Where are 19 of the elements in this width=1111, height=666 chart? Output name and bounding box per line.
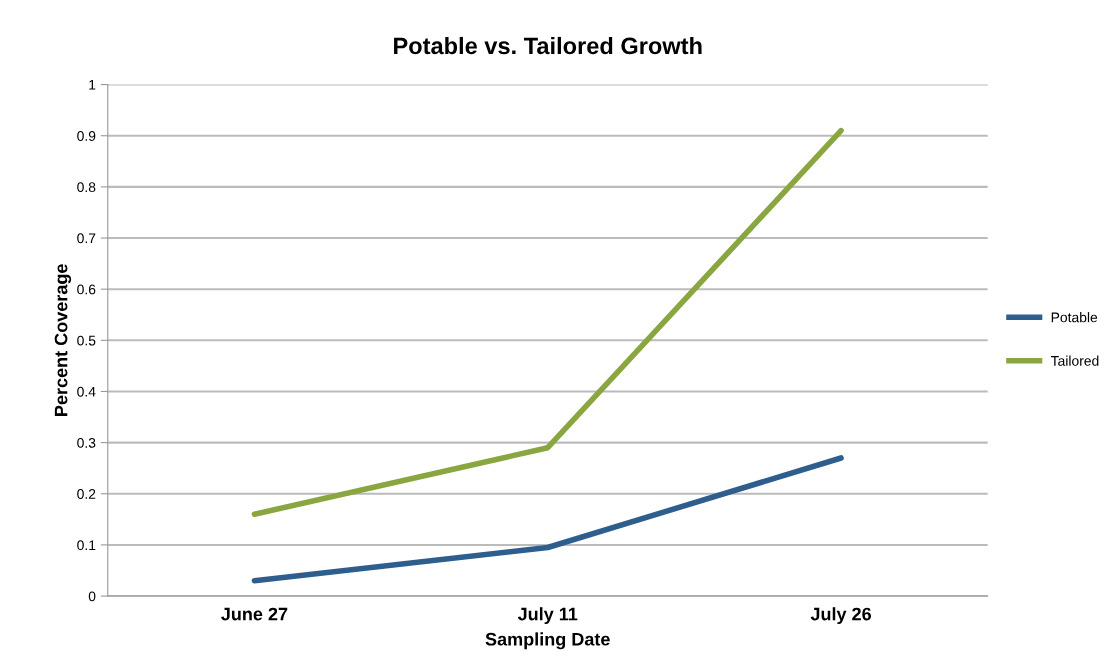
y-tick-label: 1: [89, 80, 96, 90]
legend-label: Potable: [1051, 312, 1098, 323]
y-tick-label: 0.6: [77, 284, 96, 295]
x-tick-label: July 26: [810, 607, 871, 625]
x-axis-title: Sampling Date: [485, 632, 610, 650]
y-tick-label: 0.4: [77, 386, 96, 397]
y-tick-label: 0.7: [77, 233, 96, 244]
y-tick-label: 0.8: [77, 182, 96, 193]
x-tick-label: July 11: [517, 607, 578, 625]
y-tick-label: 0: [88, 591, 96, 602]
chart-title: Potable vs. Tailored Growth: [394, 36, 702, 55]
legend-label: Tailored: [1050, 355, 1099, 366]
y-tick-label: 0.1: [77, 540, 96, 551]
y-tick-label: 0.5: [77, 335, 96, 346]
y-axis-title: Percent Coverage: [54, 264, 72, 416]
y-tick-label: 0.2: [77, 489, 96, 499]
y-tick-label: 0.3: [77, 437, 96, 448]
x-tick-label: June 27: [221, 607, 288, 621]
y-tick-label: 0.9: [77, 131, 96, 141]
